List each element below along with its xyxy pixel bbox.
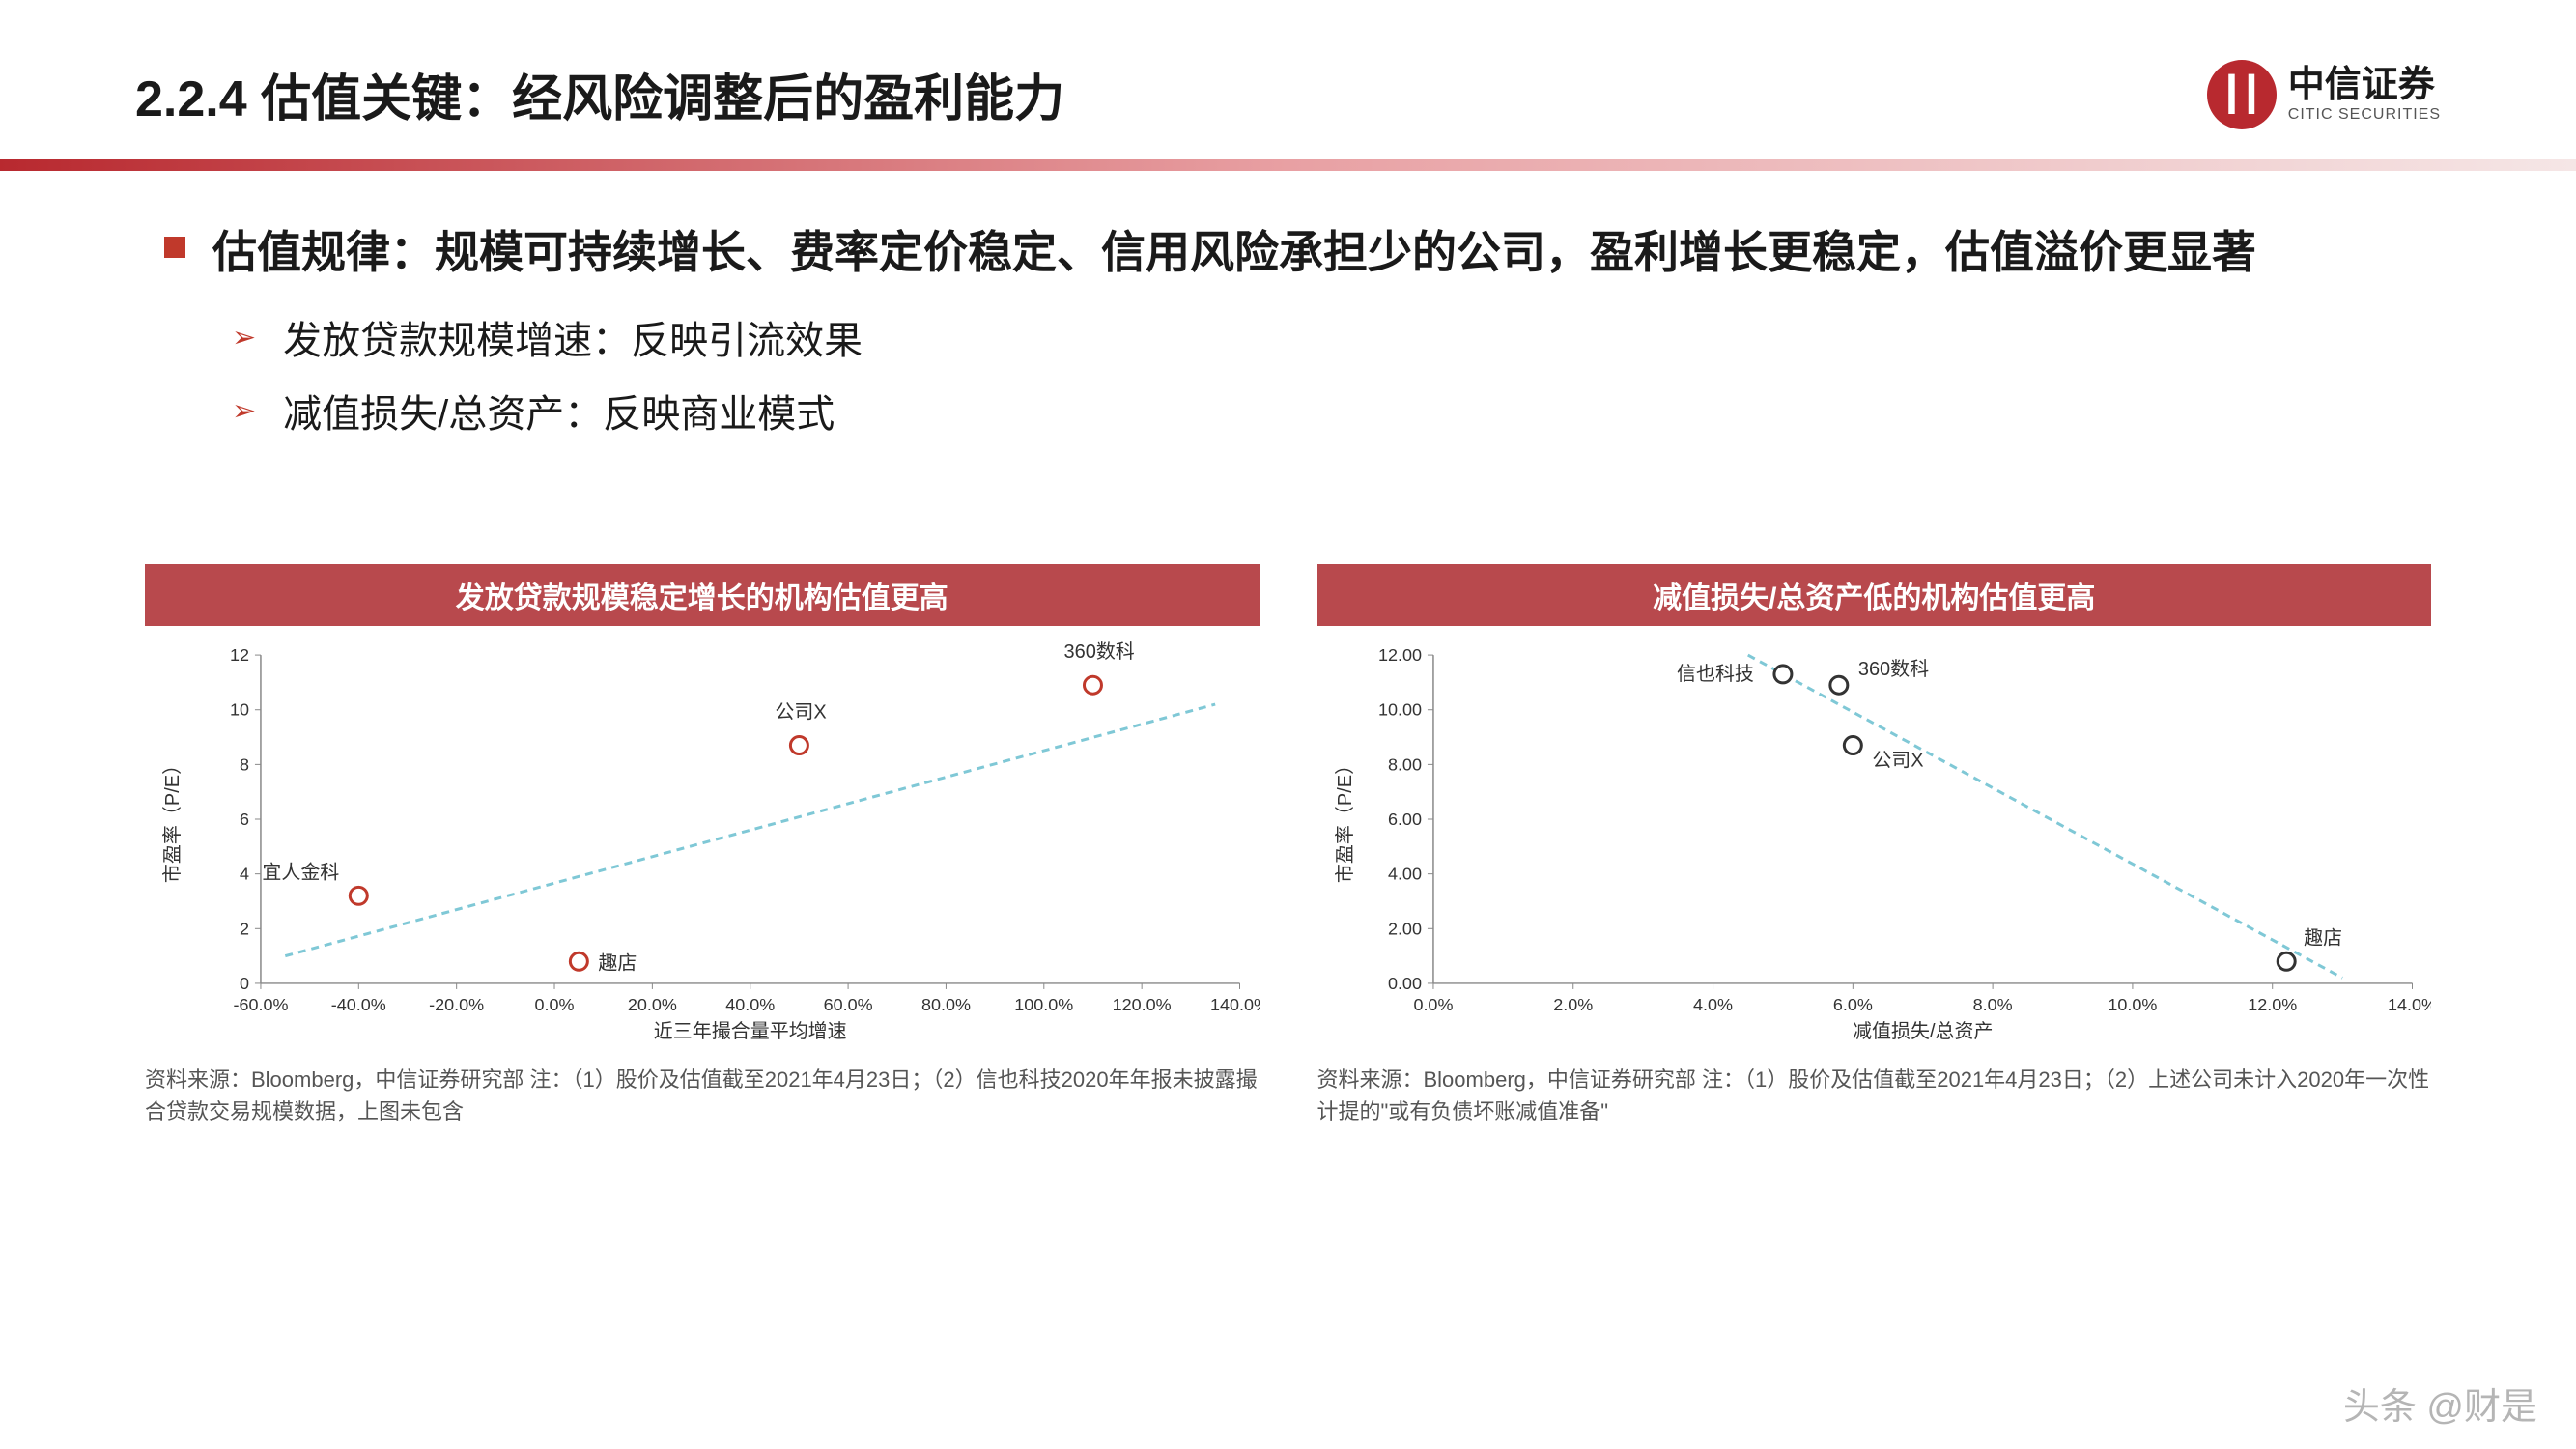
svg-text:360数科: 360数科	[1063, 640, 1134, 663]
chevron-icon: ➢	[232, 394, 256, 428]
svg-text:40.0%: 40.0%	[725, 995, 775, 1014]
logo-cn: 中信证券	[2288, 66, 2441, 106]
brand-logo: ┃┃ 中信证券 CITIC SECURITIES	[2207, 60, 2441, 129]
chart-right-svg: 0.00 2.00 4.00 6.00 8.00 10.00 12.00 0.0% 2.0% 4.…	[1317, 636, 2432, 1051]
sub-bullet-2: 减值损失/总资产：反映商业模式	[283, 383, 835, 439]
svg-text:20.0%: 20.0%	[628, 995, 677, 1014]
chart-left-title: 发放贷款规模稳定增长的机构估值更高	[145, 564, 1260, 626]
svg-text:6.00: 6.00	[1387, 810, 1421, 829]
svg-text:趣店: 趣店	[2304, 926, 2342, 949]
page-title: 2.2.4 估值关键：经风险调整后的盈利能力	[135, 58, 1064, 130]
svg-text:0.0%: 0.0%	[535, 995, 575, 1014]
logo-mark: ┃┃	[2207, 60, 2277, 129]
svg-text:12.0%: 12.0%	[2248, 995, 2297, 1014]
svg-text:120.0%: 120.0%	[1113, 995, 1172, 1014]
svg-text:宜人金科: 宜人金科	[262, 861, 339, 883]
svg-text:2: 2	[240, 919, 249, 938]
svg-text:-60.0%: -60.0%	[233, 995, 288, 1014]
svg-text:趣店: 趣店	[598, 952, 637, 974]
svg-text:减值损失/总资产: 减值损失/总资产	[1853, 1020, 1993, 1042]
svg-text:140.0%: 140.0%	[1210, 995, 1259, 1014]
svg-text:近三年撮合量平均增速: 近三年撮合量平均增速	[654, 1020, 847, 1042]
svg-text:4: 4	[240, 865, 249, 884]
svg-text:10.0%: 10.0%	[2108, 995, 2157, 1014]
svg-text:6: 6	[240, 810, 249, 829]
chart-right-source: 资料来源：Bloomberg，中信证券研究部 注：（1）股价及估值截至2021年…	[1317, 1064, 2432, 1127]
svg-text:0.0%: 0.0%	[1413, 995, 1453, 1014]
header-divider	[0, 159, 2576, 171]
svg-text:360数科: 360数科	[1857, 658, 1928, 680]
bullet-square-icon	[164, 237, 185, 258]
svg-text:60.0%: 60.0%	[824, 995, 873, 1014]
chevron-icon: ➢	[232, 321, 256, 355]
chart-right: 减值损失/总资产低的机构估值更高 0.00 2.00 4.00 6.00 8.00 10.…	[1317, 564, 2432, 1127]
svg-text:8: 8	[240, 754, 249, 774]
chart-left-source: 资料来源：Bloomberg，中信证券研究部 注：（1）股价及估值截至2021年…	[145, 1064, 1260, 1127]
svg-text:2.00: 2.00	[1387, 919, 1421, 938]
main-bullet: 估值规律：规模可持续增长、费率定价稳定、信用风险承担少的公司，盈利增长更稳定，估…	[212, 219, 2256, 286]
svg-text:2.0%: 2.0%	[1553, 995, 1593, 1014]
svg-text:14.0%: 14.0%	[2388, 995, 2431, 1014]
svg-text:0.00: 0.00	[1387, 974, 1421, 993]
svg-text:-40.0%: -40.0%	[331, 995, 386, 1014]
logo-en: CITIC SECURITIES	[2288, 106, 2441, 124]
chart-left-svg: 0 2 4 6 8 10 12 -60.0% -40.0% -20.0% 0.0% 20.0% 40.0…	[145, 636, 1260, 1051]
watermark: 头条 @财是	[2343, 1377, 2537, 1430]
svg-text:市盈率（P/E）: 市盈率（P/E）	[1333, 755, 1355, 883]
svg-text:公司X: 公司X	[1872, 751, 1923, 772]
svg-text:公司X: 公司X	[775, 702, 826, 724]
chart-right-title: 减值损失/总资产低的机构估值更高	[1317, 564, 2432, 626]
svg-text:市盈率（P/E）: 市盈率（P/E）	[161, 755, 184, 883]
sub-bullet-1: 发放贷款规模增速：反映引流效果	[283, 309, 863, 365]
chart-left: 发放贷款规模稳定增长的机构估值更高 0 2 4 6 8 10 12 -60.0% -40.0% -…	[145, 564, 1260, 1127]
svg-text:12: 12	[230, 645, 249, 665]
svg-text:10.00: 10.00	[1377, 700, 1421, 720]
svg-text:4.00: 4.00	[1387, 865, 1421, 884]
svg-text:6.0%: 6.0%	[1832, 995, 1872, 1014]
svg-text:信也科技: 信也科技	[1676, 663, 1753, 685]
svg-text:8.00: 8.00	[1387, 754, 1421, 774]
svg-text:12.00: 12.00	[1377, 645, 1421, 665]
svg-text:4.0%: 4.0%	[1693, 995, 1733, 1014]
svg-text:80.0%: 80.0%	[921, 995, 971, 1014]
svg-text:100.0%: 100.0%	[1014, 995, 1073, 1014]
svg-text:10: 10	[230, 700, 249, 720]
svg-text:0: 0	[240, 974, 249, 993]
svg-text:8.0%: 8.0%	[1972, 995, 2012, 1014]
svg-text:-20.0%: -20.0%	[429, 995, 484, 1014]
